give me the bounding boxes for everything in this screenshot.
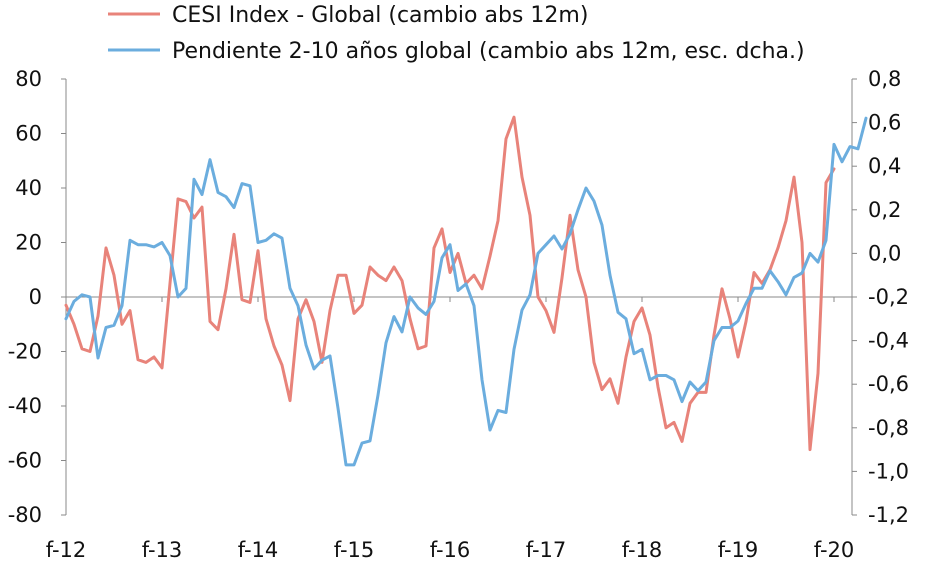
- right-tick-label: 0,2: [868, 198, 901, 222]
- x-tick-label: f-17: [526, 538, 567, 562]
- x-tick-label: f-18: [622, 538, 663, 562]
- left-tick-label: 80: [15, 67, 42, 91]
- x-tick-label: f-13: [142, 538, 183, 562]
- x-tick-label: f-20: [814, 538, 855, 562]
- series-lines: [64, 115, 868, 467]
- right-tick-label: 0,8: [868, 67, 901, 91]
- left-tick-label: 40: [15, 176, 42, 200]
- right-tick-label: 0,4: [868, 154, 901, 178]
- left-tick-label: -60: [8, 449, 42, 473]
- legend: CESI Index - Global (cambio abs 12m) Pen…: [108, 3, 805, 64]
- x-tick-label: f-16: [430, 538, 471, 562]
- left-tick-label: -40: [8, 394, 42, 418]
- left-tick-label: 0: [29, 285, 42, 309]
- x-tick-label: f-14: [238, 538, 279, 562]
- x-tick-label: f-15: [334, 538, 375, 562]
- axes: 80 60 40 20 0 -20 -40 -60 -80 0,8 0,6 0,4 0,2 0,0 -0,2…: [8, 67, 909, 562]
- left-tick-label: 20: [15, 231, 42, 255]
- left-tick-label: 60: [15, 122, 42, 146]
- right-tick-label: -0,4: [868, 329, 909, 353]
- left-tick-label: -80: [8, 503, 42, 527]
- right-tick-label: -1,0: [868, 459, 909, 483]
- series-line-cesi: [64, 115, 836, 452]
- series-line-slope: [64, 116, 868, 467]
- right-tick-label: -0,2: [868, 285, 909, 309]
- right-tick-label: -0,8: [868, 416, 909, 440]
- right-tick-label: -1,2: [868, 503, 909, 527]
- legend-label-slope: Pendiente 2-10 años global (cambio abs 1…: [172, 39, 805, 64]
- right-tick-label: -0,6: [868, 372, 909, 396]
- x-tick-label: f-12: [46, 538, 87, 562]
- right-tick-label: 0,0: [868, 241, 901, 265]
- x-tick-label: f-19: [718, 538, 759, 562]
- left-tick-label: -20: [8, 340, 42, 364]
- right-tick-label: 0,6: [868, 111, 901, 135]
- legend-label-cesi: CESI Index - Global (cambio abs 12m): [172, 3, 588, 28]
